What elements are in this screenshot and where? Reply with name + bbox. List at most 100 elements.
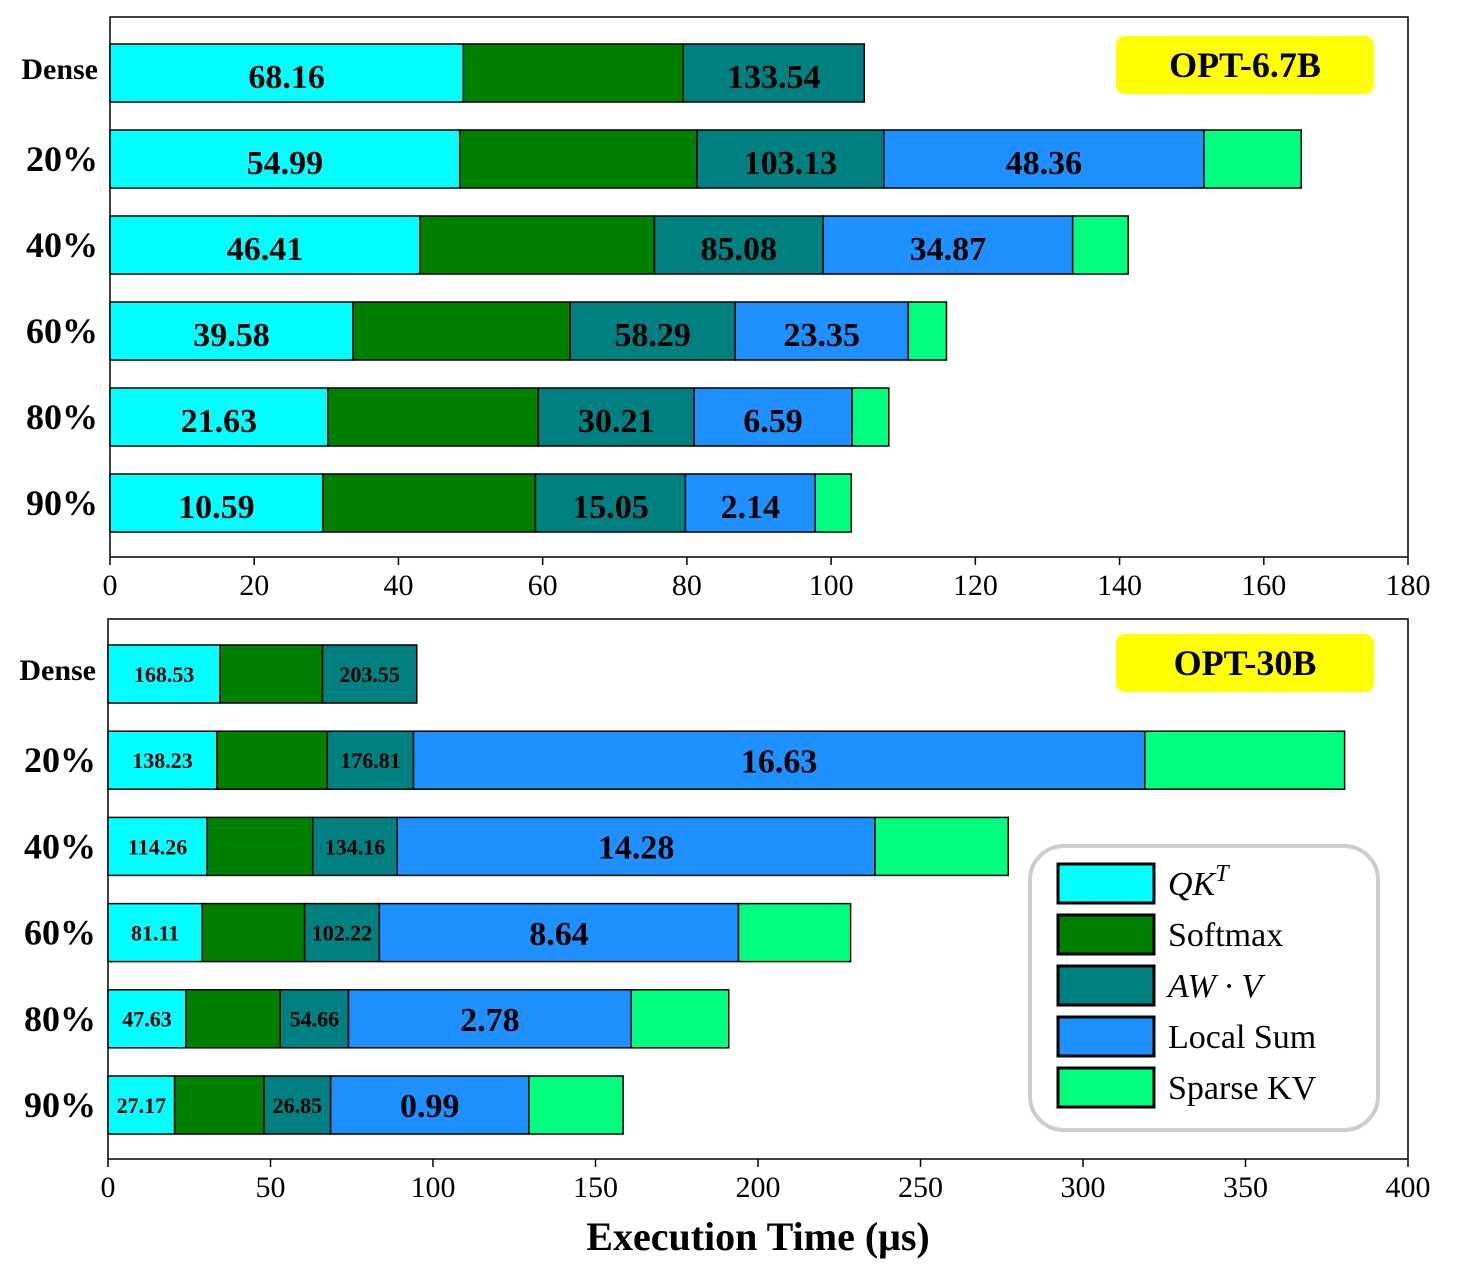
data-label: 0.99 bbox=[400, 1088, 460, 1125]
category-label: 40% bbox=[26, 225, 98, 265]
legend-swatch bbox=[1056, 964, 1156, 1007]
data-label: 16.63 bbox=[741, 743, 818, 780]
bar-segment bbox=[219, 644, 324, 704]
bar-segment bbox=[1144, 730, 1346, 790]
bar-segment bbox=[734, 301, 910, 361]
legend-label: Softmax bbox=[1168, 917, 1283, 954]
data-label: 81.11 bbox=[131, 921, 179, 946]
bar-segment bbox=[107, 816, 208, 877]
x-tick-label: 250 bbox=[898, 1171, 943, 1204]
model-tag-label: OPT-6.7B bbox=[1169, 45, 1321, 85]
data-label: 10.59 bbox=[178, 489, 255, 526]
x-tick-label: 180 bbox=[1386, 569, 1431, 602]
legend: QKT Softmax AW · V Local Sum Sparse KV bbox=[1028, 844, 1380, 1132]
model-tag-box bbox=[1116, 634, 1374, 692]
bar-segment bbox=[109, 387, 329, 447]
bar-segment bbox=[874, 816, 1009, 877]
category-label: 40% bbox=[24, 826, 96, 866]
x-tick-label: 100 bbox=[411, 1171, 456, 1204]
data-label: 23.35 bbox=[783, 317, 860, 354]
bar-segment bbox=[352, 301, 571, 361]
bar-segment bbox=[696, 129, 885, 189]
model-tag-box bbox=[1116, 36, 1374, 94]
x-tick-label: 350 bbox=[1223, 1171, 1268, 1204]
x-tick-label: 60 bbox=[528, 569, 558, 602]
bar-segment bbox=[279, 989, 350, 1049]
x-tick-label: 0 bbox=[103, 569, 118, 602]
data-label: 138.23 bbox=[132, 748, 193, 773]
bar-segment bbox=[883, 129, 1205, 189]
bar-segment bbox=[412, 730, 1146, 790]
x-tick-label: 120 bbox=[953, 569, 998, 602]
bar-segment bbox=[201, 902, 306, 963]
data-label: 133.54 bbox=[727, 59, 821, 96]
data-label: 54.99 bbox=[247, 145, 324, 182]
legend-swatch bbox=[1056, 1015, 1156, 1058]
legend-label: Local Sum bbox=[1168, 1019, 1316, 1056]
x-tick-label: 80 bbox=[672, 569, 702, 602]
x-tick-label: 200 bbox=[736, 1171, 781, 1204]
legend-label: Sparse KV bbox=[1168, 1070, 1317, 1107]
data-label: 102.22 bbox=[312, 921, 373, 946]
data-label: 14.28 bbox=[598, 830, 675, 867]
bar-segment bbox=[206, 816, 314, 877]
legend-swatch bbox=[1056, 913, 1156, 956]
bar-segment bbox=[458, 129, 698, 189]
chart-panel-OPT-6.7B: 0 20 40 60 80 100 120 140 160 180 Dense 68.16 133.54… bbox=[21, 16, 1431, 602]
bar-segment bbox=[462, 43, 685, 103]
x-tick-label: 160 bbox=[1241, 569, 1286, 602]
model-tag-label: OPT-30B bbox=[1174, 643, 1317, 683]
category-label: 20% bbox=[24, 740, 96, 780]
bar-segment bbox=[326, 730, 415, 790]
bar-segment bbox=[528, 1075, 624, 1135]
data-label: 103.13 bbox=[744, 145, 838, 182]
data-label: 15.05 bbox=[572, 489, 649, 526]
bar-segment bbox=[419, 215, 656, 275]
legend-label: AW · V bbox=[1166, 968, 1266, 1005]
bar-segment bbox=[630, 989, 730, 1049]
x-tick-label: 100 bbox=[809, 569, 854, 602]
data-label: 39.58 bbox=[193, 317, 270, 354]
bar-segment bbox=[378, 902, 740, 963]
data-label: 26.85 bbox=[273, 1093, 323, 1118]
data-label: 68.16 bbox=[248, 59, 325, 96]
data-label: 168.53 bbox=[134, 662, 195, 687]
bar-segment bbox=[216, 730, 329, 790]
legend-label: QKT bbox=[1168, 861, 1230, 903]
data-label: 114.26 bbox=[128, 834, 187, 859]
bar-segment bbox=[107, 1075, 176, 1135]
bar-segment bbox=[1203, 129, 1303, 189]
bar-segment bbox=[396, 816, 876, 877]
x-tick-label: 0 bbox=[101, 1171, 116, 1204]
data-label: 30.21 bbox=[578, 403, 655, 440]
bar-segment bbox=[569, 301, 736, 361]
x-tick-label: 300 bbox=[1061, 1171, 1106, 1204]
data-label: 2.78 bbox=[460, 1002, 520, 1039]
data-label: 8.64 bbox=[529, 916, 589, 953]
bar-segment bbox=[312, 816, 398, 877]
bar-segment bbox=[109, 129, 461, 189]
data-label: 21.63 bbox=[181, 403, 258, 440]
bar-segment bbox=[327, 387, 540, 447]
category-label: Dense bbox=[21, 53, 98, 86]
plot-frame bbox=[109, 16, 1409, 558]
bar-segment bbox=[109, 473, 324, 533]
data-label: 6.59 bbox=[743, 403, 803, 440]
data-label: 85.08 bbox=[701, 231, 778, 268]
data-label: 34.87 bbox=[910, 231, 987, 268]
bar-segment bbox=[109, 43, 465, 103]
x-tick-label: 150 bbox=[573, 1171, 618, 1204]
x-tick-label: 140 bbox=[1097, 569, 1142, 602]
data-label: 48.36 bbox=[1006, 145, 1083, 182]
data-label: 54.66 bbox=[290, 1007, 340, 1032]
data-label: 47.63 bbox=[122, 1007, 172, 1032]
bar-segment bbox=[321, 473, 537, 533]
x-tick-label: 20 bbox=[239, 569, 269, 602]
bar-segment bbox=[693, 387, 853, 447]
bar-segment bbox=[321, 644, 418, 704]
bar-segment bbox=[814, 473, 853, 533]
category-label: Dense bbox=[19, 654, 96, 687]
bar-segment bbox=[185, 989, 281, 1049]
x-tick-label: 40 bbox=[383, 569, 413, 602]
